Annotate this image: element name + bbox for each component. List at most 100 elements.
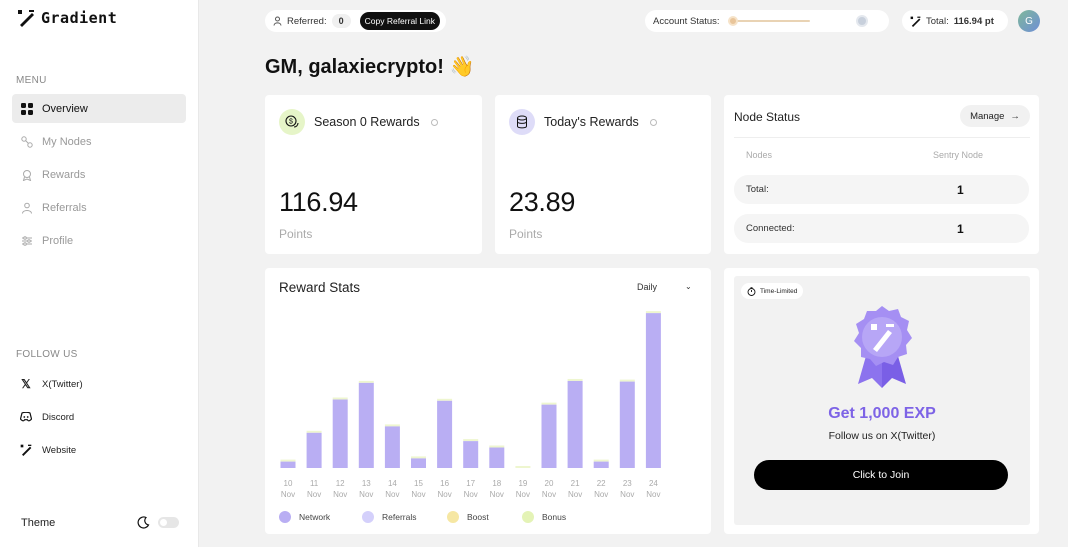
x-tick-label: 12 xyxy=(336,479,345,488)
manage-button[interactable]: Manage → xyxy=(960,105,1030,127)
manage-label: Manage xyxy=(970,110,1005,122)
info-icon[interactable] xyxy=(649,118,657,126)
chart-bar[interactable] xyxy=(463,441,479,468)
bar-cap xyxy=(489,445,505,448)
svg-text:$: $ xyxy=(289,119,293,126)
slider-knob[interactable] xyxy=(727,16,738,26)
bar-cap xyxy=(567,378,583,381)
referred-label: Referred: xyxy=(287,15,327,27)
slider-track xyxy=(727,20,810,22)
time-limited-label: Time-Limited xyxy=(760,287,798,295)
todays-rewards-value: 23.89 xyxy=(509,187,576,217)
sidebar-item-my-nodes[interactable]: My Nodes xyxy=(12,127,186,156)
sidebar: Gradient MENU Overview My Nodes Rewards … xyxy=(0,0,199,547)
follow-website[interactable]: Website xyxy=(12,437,186,463)
x-tick-label: 17 xyxy=(466,479,475,488)
x-tick-label: 18 xyxy=(492,479,501,488)
time-limited-chip: Time-Limited xyxy=(741,283,804,299)
click-to-join-button[interactable]: Click to Join xyxy=(754,460,1008,490)
season-rewards-unit: Points xyxy=(279,227,313,241)
node-row-connected: Connected: 1 xyxy=(734,214,1029,243)
copy-referral-link-button[interactable]: Copy Referral Link xyxy=(359,12,441,30)
season-rewards-title: Season 0 Rewards xyxy=(314,115,420,129)
x-tick-label: Nov xyxy=(411,490,425,499)
node-row-total: Total: 1 xyxy=(734,175,1029,204)
dollar-coin-icon: $ xyxy=(279,109,305,135)
x-tick-label: Nov xyxy=(620,490,634,499)
gradient-logo-icon xyxy=(910,16,921,27)
info-icon[interactable] xyxy=(430,118,438,126)
legend-bonus[interactable]: Bonus xyxy=(522,511,566,523)
x-tick-label: 16 xyxy=(440,479,449,488)
sidebar-item-overview[interactable]: Overview xyxy=(12,94,186,123)
col-sentry-header: Sentry Node xyxy=(933,150,984,160)
chart-bar[interactable] xyxy=(645,313,661,468)
x-tick-label: 14 xyxy=(388,479,397,488)
x-tick-label: Nov xyxy=(542,490,556,499)
avatar[interactable]: G xyxy=(1018,10,1040,32)
chart-bar[interactable] xyxy=(384,426,400,468)
rewards-icon xyxy=(21,169,33,181)
chart-bar[interactable] xyxy=(280,461,296,468)
legend-boost[interactable]: Boost xyxy=(447,511,489,523)
node-row-label: Connected: xyxy=(746,223,795,234)
account-status-pill: Account Status: xyxy=(645,10,889,32)
col-nodes-header: Nodes xyxy=(746,150,773,160)
season-rewards-card: $ Season 0 Rewards 116.94 Points xyxy=(265,95,482,254)
follow-x-twitter[interactable]: 𝕏 X(Twitter) xyxy=(12,371,186,397)
moon-icon[interactable] xyxy=(137,516,150,529)
total-points-pill: Total: 116.94 pt xyxy=(902,10,1008,32)
chart-bar[interactable] xyxy=(437,400,453,468)
x-tick-label: Nov xyxy=(385,490,399,499)
promo-subtitle: Follow us on X(Twitter) xyxy=(828,430,936,442)
bar-cap xyxy=(593,459,609,462)
referred-count: 0 xyxy=(331,14,351,28)
logo[interactable]: Gradient xyxy=(17,9,117,27)
chart-bar[interactable] xyxy=(593,461,609,468)
chart-bar[interactable] xyxy=(619,381,635,468)
chart-bar[interactable] xyxy=(358,382,374,468)
bar-cap xyxy=(384,424,400,427)
promo-card: Time-Limited Get 1,000 EXP Follow us on … xyxy=(724,268,1039,534)
x-tick-label: Nov xyxy=(281,490,295,499)
sidebar-item-label: My Nodes xyxy=(42,135,92,148)
chart-bar[interactable] xyxy=(306,432,322,468)
period-select[interactable]: Daily ⌄ xyxy=(637,282,692,292)
x-tick-label: Nov xyxy=(359,490,373,499)
x-tick-label: Nov xyxy=(490,490,504,499)
sidebar-item-label: Referrals xyxy=(42,201,87,214)
referred-pill: Referred: 0 Copy Referral Link xyxy=(265,10,446,32)
chart-bar[interactable] xyxy=(332,399,348,468)
sidebar-item-profile[interactable]: Profile xyxy=(12,226,186,255)
season-rewards-value: 116.94 xyxy=(279,187,358,217)
chart-bar[interactable] xyxy=(567,380,583,468)
bar-cap xyxy=(332,397,348,400)
legend-referrals[interactable]: Referrals xyxy=(362,511,416,523)
sidebar-item-label: Rewards xyxy=(42,168,86,181)
account-status-slider[interactable] xyxy=(727,15,868,27)
sidebar-item-label: Profile xyxy=(42,234,74,247)
x-tick-label: Nov xyxy=(516,490,530,499)
x-tick-label: Nov xyxy=(646,490,660,499)
x-tick-label: 23 xyxy=(623,479,632,488)
sidebar-item-referrals[interactable]: Referrals xyxy=(12,193,186,222)
bar-cap xyxy=(411,456,426,459)
page-greeting: GM, galaxiecrypto! 👋 xyxy=(265,56,475,78)
follow-discord[interactable]: Discord xyxy=(12,404,186,430)
theme-toggle[interactable] xyxy=(158,517,179,528)
todays-rewards-title: Today's Rewards xyxy=(544,115,639,129)
chart-bar[interactable] xyxy=(489,447,505,468)
sidebar-item-rewards[interactable]: Rewards xyxy=(12,160,186,189)
period-value: Daily xyxy=(637,282,658,292)
x-tick-label: Nov xyxy=(307,490,321,499)
chart-bar[interactable] xyxy=(541,404,557,468)
x-tick-label: 20 xyxy=(545,479,554,488)
follow-label: Discord xyxy=(42,411,75,423)
award-badge-icon xyxy=(854,306,912,388)
reward-stats-title: Reward Stats xyxy=(279,280,361,295)
legend-network[interactable]: Network xyxy=(279,511,330,523)
chart-bar[interactable] xyxy=(411,458,426,468)
bar-cap xyxy=(358,380,374,383)
profile-icon xyxy=(21,235,33,247)
nodes-icon xyxy=(21,135,33,148)
